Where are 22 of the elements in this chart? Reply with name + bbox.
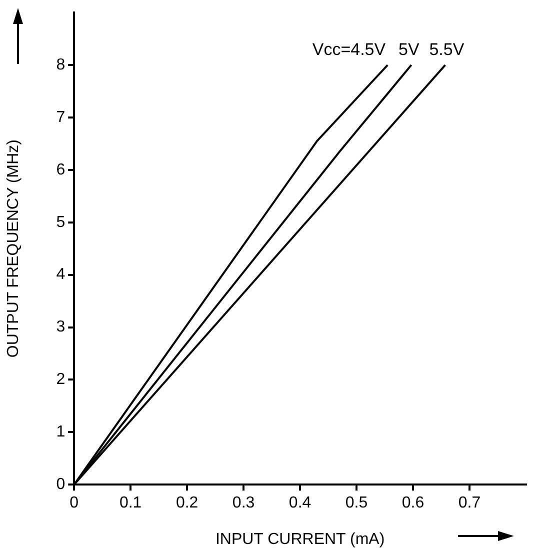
y-tick-label: 1 (56, 424, 66, 441)
x-tick-label: 0.4 (288, 494, 312, 512)
series-label: 5.5V (429, 40, 465, 60)
y-tick-label: 4 (56, 266, 66, 284)
x-tick-label: 0.2 (176, 494, 198, 512)
y-tick-label: 5 (56, 214, 66, 231)
x-tick-label: 0.7 (458, 494, 481, 512)
y-tick-label: 8 (56, 56, 66, 74)
x-tick-label: 0 (70, 494, 79, 512)
y-tick-label: 3 (56, 318, 66, 336)
x-tick-label: 0.5 (345, 494, 368, 512)
x-tick-label: 0.6 (402, 494, 424, 512)
series-label: 5V (398, 40, 420, 60)
x-tick-label: 0.3 (232, 494, 255, 512)
series-label: Vcc=4.5V (312, 40, 386, 60)
y-tick-label: 7 (56, 108, 66, 126)
y-tick-label: 6 (56, 161, 66, 178)
x-tick-label: 0.1 (119, 494, 142, 512)
y-tick-label: 0 (56, 476, 66, 494)
y-axis-title: OUTPUT FREQUENCY (MHz) (5, 140, 22, 358)
y-tick-label: 2 (56, 371, 66, 388)
x-axis-title: INPUT CURRENT (mA) (215, 530, 385, 548)
